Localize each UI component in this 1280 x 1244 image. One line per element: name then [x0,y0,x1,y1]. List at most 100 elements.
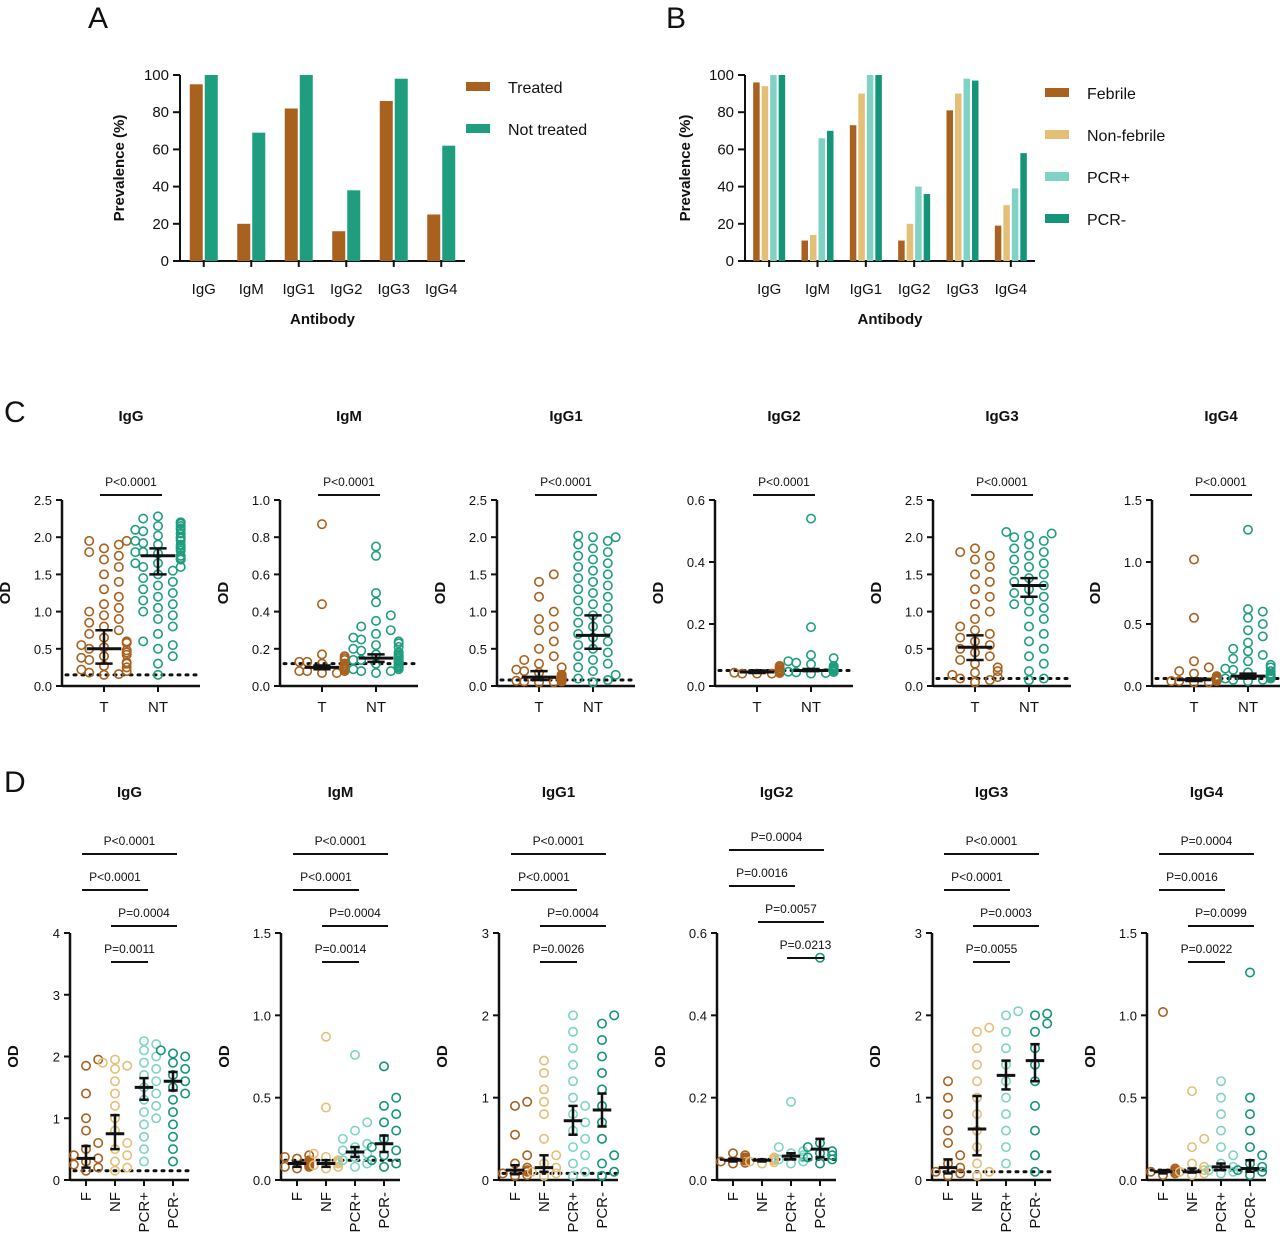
x-group-label: T [317,699,326,716]
data-point [942,1076,953,1087]
data-point [984,550,995,561]
y-tick-label: 2 [53,1050,60,1065]
data-point [370,628,381,639]
y-tick-label: 1.0 [1124,555,1142,570]
subplot-title: IgG4 [1204,408,1238,425]
data-point [602,580,613,591]
bar [778,75,786,261]
data-point [1220,663,1231,674]
data-point [391,1109,402,1120]
data-point [587,599,598,610]
data-point [167,651,178,662]
bar [994,225,1002,261]
data-point [955,654,966,665]
data-point [984,576,995,587]
data-point [538,1096,549,1107]
data-point [773,1142,784,1153]
data-point [538,1084,549,1095]
y-tick-label: 1 [482,1091,489,1106]
y-tick-label: 1 [53,1111,60,1126]
p-value-label: P=0.0003 [980,906,1032,920]
data-point [984,640,995,651]
y-tick-label: 0.5 [469,642,487,657]
data-point [556,669,567,680]
data-point [366,1142,377,1153]
data-point [1174,666,1185,677]
data-point [511,675,522,686]
legend-swatch [1045,88,1069,97]
data-point [519,654,530,665]
data-point [942,1125,953,1136]
y-tick-label: 1.0 [905,605,923,620]
panel-b-bar-chart: 0 20 40 60 80 100 IgG IgM IgG1 IgG2 IgG3 IgG4 Antibo… [677,67,1165,328]
data-point [391,1125,402,1136]
data-point [509,1100,520,1111]
y-tick-label: 0.5 [905,642,923,657]
data-point [337,1155,348,1166]
y-axis-title: OD [0,582,14,605]
y-tick-label: 20 [152,216,169,233]
x-group-label: PCR- [165,1192,182,1229]
data-point [138,606,149,617]
y-tick-label: 0.4 [689,1008,707,1023]
data-point [567,1170,578,1181]
bar [394,78,408,261]
data-point [370,667,381,678]
data-point [110,1156,121,1167]
data-point [551,1168,562,1179]
y-tick-label: 0.0 [905,679,923,694]
data-point [99,554,110,565]
panel-c-letter: C [4,396,26,429]
p-value-label: P=0.0004 [751,830,803,844]
p-value-label: P<0.0001 [1195,475,1247,489]
x-group-label: NT [1238,699,1258,716]
data-point [122,1060,133,1071]
x-group-label: PCR- [376,1192,393,1229]
y-tick-label: 80 [717,104,734,121]
y-tick-label: 2.0 [469,530,487,545]
data-point [610,669,621,680]
data-point [1024,636,1035,647]
data-point [814,1158,825,1169]
data-point [1243,625,1254,636]
data-point [1245,1125,1256,1136]
data-point [526,1166,537,1177]
bar [923,194,931,261]
x-group-label: NT [801,699,821,716]
data-point [151,1063,162,1074]
p-value-label: P<0.0001 [323,475,375,489]
bar [332,231,346,261]
data-point [1187,1142,1198,1153]
y-axis-title: OD [216,1045,233,1068]
y-tick-label: 1.5 [34,567,52,582]
data-point [580,1117,591,1128]
data-point [609,1166,620,1177]
data-point [370,587,381,598]
data-point [99,569,110,580]
data-point [167,621,178,632]
data-point [1257,649,1268,660]
data-point [113,576,124,587]
data-point [587,666,598,677]
x-group-label: T [534,699,543,716]
y-tick-label: 0 [726,253,734,270]
data-point [773,1154,784,1165]
data-point [971,1158,982,1169]
x-category-label: IgG2 [330,281,363,298]
data-point [1013,1006,1024,1017]
bar [1020,153,1027,261]
p-value-label: P=0.0099 [1195,906,1247,920]
x-group-label: NT [366,699,386,716]
data-point [139,1144,150,1155]
y-tick-label: 2.0 [905,530,923,545]
data-point [153,614,164,625]
panel-c-scatter-charts: IgG 0.0 0.5 1.0 1.5 2.0 2.5 OD T NT P<0.0001 IgM 0.0… [0,408,1280,716]
panel-b-letter: B [666,2,686,35]
data-point [84,628,95,639]
data-point [279,1161,290,1172]
data-point [827,1146,838,1157]
data-point [587,543,598,554]
data-point [984,1022,995,1033]
data-point [567,1043,578,1054]
